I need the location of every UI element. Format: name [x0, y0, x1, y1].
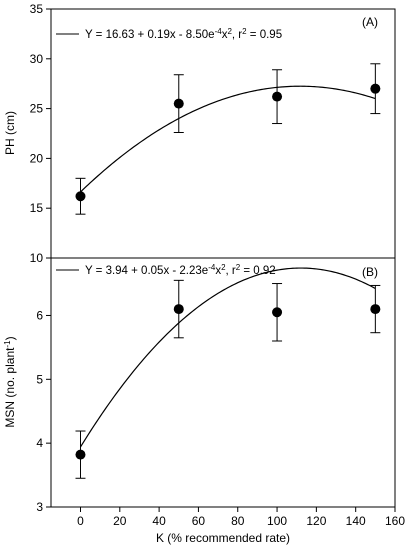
- panel-a-y-tick-label: 15: [30, 201, 44, 215]
- x-tick-label: 0: [77, 514, 84, 528]
- panel-b-data-point: [272, 283, 283, 342]
- x-tick-label: 20: [113, 514, 127, 528]
- marker: [75, 449, 86, 460]
- panel-b-y-axis-label: MSN (no. plant-1): [3, 336, 17, 427]
- panel-a-y-tick-label: 10: [30, 251, 44, 265]
- x-tick-label: 40: [152, 514, 166, 528]
- panel-a-y-tick-label: 30: [30, 52, 44, 66]
- panel-b-fit-curve: [79, 267, 376, 448]
- marker: [173, 304, 184, 315]
- marker: [75, 191, 86, 202]
- panel-a-y-tick-label: 35: [30, 2, 44, 16]
- x-tick-label: 100: [267, 514, 287, 528]
- marker: [370, 304, 381, 315]
- panel-a-fit-curve: [80, 85, 376, 193]
- x-tick-label: 160: [385, 514, 405, 528]
- panel-a-y-tick-label: 20: [30, 151, 44, 165]
- panel-a-data-point: [370, 63, 381, 115]
- panel-a-frame: [50, 8, 396, 259]
- panel-a-y-axis-label: PH (cm): [3, 111, 17, 155]
- marker: [370, 83, 381, 94]
- panel-b-data-point: [75, 430, 86, 479]
- panel-b-y-tick-label: 4: [36, 436, 43, 450]
- panel-b-y-tick-label: 6: [36, 308, 43, 322]
- panel-a-data-point: [272, 69, 283, 125]
- panel-a-points: [75, 63, 381, 215]
- marker: [272, 307, 283, 318]
- panel-a-y-ticks: 10 15 20 25 30 35: [30, 2, 51, 265]
- x-tick-label: 80: [231, 514, 245, 528]
- panel-b-label: (B): [362, 265, 378, 279]
- panel-b-y-ticks: 3 4 5 6: [36, 308, 51, 514]
- x-tick-label: 140: [346, 514, 366, 528]
- panel-b-points: [75, 279, 381, 479]
- panel-b-data-point: [173, 279, 184, 339]
- panel-a-label: (A): [362, 15, 378, 29]
- panel-b: 3 4 5 6 0 20 40 60 80 100 120 140 160 (B) Y = 3.94 …: [3, 257, 405, 545]
- panel-b-y-tick-label: 5: [36, 372, 43, 386]
- marker: [173, 98, 184, 109]
- x-tick-label: 120: [306, 514, 326, 528]
- panel-a-y-tick-label: 25: [30, 102, 44, 116]
- marker: [272, 91, 283, 102]
- panel-b-frame: [50, 257, 396, 508]
- panel-a-data-point: [173, 74, 184, 134]
- panel-b-y-tick-label: 3: [36, 500, 43, 514]
- x-tick-label: 60: [192, 514, 206, 528]
- panel-a-data-point: [75, 177, 86, 215]
- panel-a-legend-equation: Y = 16.63 + 0.19x - 8.50e-4x2, r2 = 0.95: [85, 27, 282, 41]
- x-axis-label: K (% recommended rate): [156, 531, 290, 545]
- x-axis-ticks: 0 20 40 60 80 100 120 140 160: [77, 507, 405, 528]
- panel-b-data-point: [370, 284, 381, 334]
- panel-b-legend-equation: Y = 3.94 + 0.05x - 2.23e-4x2, r2 = 0.92: [85, 263, 276, 277]
